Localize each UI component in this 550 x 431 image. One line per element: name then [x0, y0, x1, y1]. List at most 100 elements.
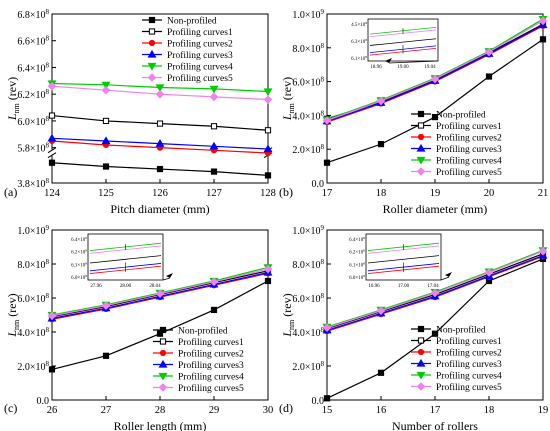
- panel-label: (c): [4, 401, 17, 415]
- panel-label: (b): [279, 185, 293, 199]
- x-tick-label: 128: [260, 188, 276, 199]
- legend-marker: [158, 372, 168, 381]
- data-point: [47, 311, 57, 321]
- legend-marker: [416, 167, 426, 176]
- legend-label: Profiling curves3: [178, 360, 244, 371]
- legend-marker: [417, 122, 425, 129]
- x-tick-label: 17: [322, 188, 333, 199]
- x-tick-label: 19: [538, 405, 549, 416]
- inset-x-tick-label: 28.00: [120, 284, 132, 289]
- y-tick-label: 6.0×108: [292, 292, 324, 305]
- legend-label: Non-profiled: [178, 326, 228, 337]
- legend-label: Profiling curves2: [178, 349, 244, 360]
- y-tick-label: 6.2×108: [17, 88, 49, 101]
- y-tick-label: 1.0×109: [17, 224, 49, 237]
- data-point: [539, 36, 547, 43]
- data-point: [538, 16, 548, 26]
- data-point: [102, 117, 110, 125]
- legend-marker: [147, 62, 157, 71]
- x-axis-label: Roller diameter (mm): [383, 202, 488, 216]
- data-point: [156, 165, 164, 173]
- x-tick-label: 21: [538, 188, 549, 199]
- inset-pointer: [440, 276, 450, 281]
- y-tick-label: 3.8×108: [17, 177, 49, 190]
- panel-label: (a): [4, 185, 17, 199]
- inset-pointer: [388, 60, 439, 64]
- y-tick-label: 1.0×109: [292, 224, 324, 237]
- legend-label: Profiling curves4: [178, 372, 244, 383]
- data-point: [47, 133, 57, 142]
- data-point: [263, 144, 273, 153]
- x-tick-label: 15: [322, 405, 333, 416]
- data-point: [210, 123, 218, 130]
- data-point: [323, 159, 331, 166]
- legend-label: Profiling curves1: [178, 337, 244, 348]
- axis-break-mark: [47, 147, 57, 154]
- inset-y-tick-label: 6.0×108: [349, 274, 365, 281]
- data-point: [47, 81, 57, 91]
- legend-marker: [148, 16, 156, 24]
- x-tick-label: 16: [376, 405, 387, 416]
- y-axis-label: Lnm (rev): [5, 293, 21, 337]
- inset-pointer: [162, 277, 171, 281]
- legend-label: Profiling curves1: [436, 121, 502, 132]
- legend-marker: [416, 371, 426, 380]
- data-point: [101, 136, 111, 145]
- legend-marker: [416, 156, 426, 165]
- x-tick-label: 27: [101, 405, 112, 416]
- legend-marker: [417, 337, 425, 344]
- y-tick-label: 8.0×108: [292, 42, 324, 55]
- y-tick-label: 6.6×108: [17, 35, 49, 48]
- data-point: [155, 289, 165, 299]
- legend-marker: [147, 73, 157, 82]
- x-tick-label: 127: [206, 188, 222, 199]
- inset-y-tick-label: 6.0×108: [71, 274, 87, 281]
- inset-x-tick-label: 19.04: [424, 65, 436, 70]
- data-point: [156, 120, 164, 127]
- y-tick-label: 0.0: [312, 179, 325, 190]
- inset-pointer-arrow: [385, 58, 392, 63]
- y-tick-label: 1.0×109: [292, 8, 324, 21]
- inset-zoom: 27.96 28.00 28.04 6.4×108 6.2×108 6.1×108 6.0×…: [71, 233, 173, 289]
- y-tick-label: 8.0×108: [292, 258, 324, 271]
- panel-a: 124 125 126 127 128 3.8×108 5.8×108 6.0×108 6.2×…: [4, 8, 276, 216]
- x-axis-label: Number of rollers: [392, 419, 478, 431]
- legend-marker: [417, 348, 425, 356]
- inset-zoom: 16.96 17.00 17.04 6.4×108 6.2×108 6.1×108 6.0×…: [349, 233, 452, 289]
- data-point: [377, 369, 385, 376]
- inset-series-line: [89, 255, 162, 264]
- inset-x-tick-label: 28.04: [149, 284, 161, 289]
- data-point: [431, 330, 439, 337]
- data-point: [264, 172, 272, 179]
- axis-break-gap-left: [48, 149, 56, 156]
- data-point: [264, 127, 272, 134]
- legend-label: Non-profiled: [436, 325, 486, 336]
- panel-label: (d): [279, 401, 293, 415]
- data-point: [538, 246, 548, 256]
- y-tick-label: 6.0×108: [292, 76, 324, 89]
- inset-series-line: [367, 255, 440, 264]
- x-axis-label: Pitch diameter (mm): [110, 202, 209, 216]
- legend-label: Profiling curves3: [436, 359, 502, 370]
- y-tick-label: 4.0×108: [17, 326, 49, 339]
- x-tick-label: 17: [430, 405, 441, 416]
- x-tick-label: 18: [376, 188, 387, 199]
- x-tick-label: 20: [484, 188, 495, 199]
- inset-x-tick-label: 17.04: [427, 284, 439, 289]
- data-point: [48, 366, 56, 373]
- data-point: [263, 88, 273, 97]
- x-tick-label: 26: [47, 405, 58, 416]
- legend-marker: [159, 326, 167, 334]
- y-tick-label: 2.0×108: [17, 360, 49, 373]
- inset-frame: [365, 233, 442, 281]
- data-point: [209, 277, 219, 287]
- data-point: [48, 159, 56, 166]
- legend-marker: [159, 349, 167, 357]
- legend-marker: [158, 383, 168, 392]
- inset-frame: [87, 233, 164, 281]
- legend-marker: [148, 39, 156, 47]
- data-point: [102, 352, 110, 359]
